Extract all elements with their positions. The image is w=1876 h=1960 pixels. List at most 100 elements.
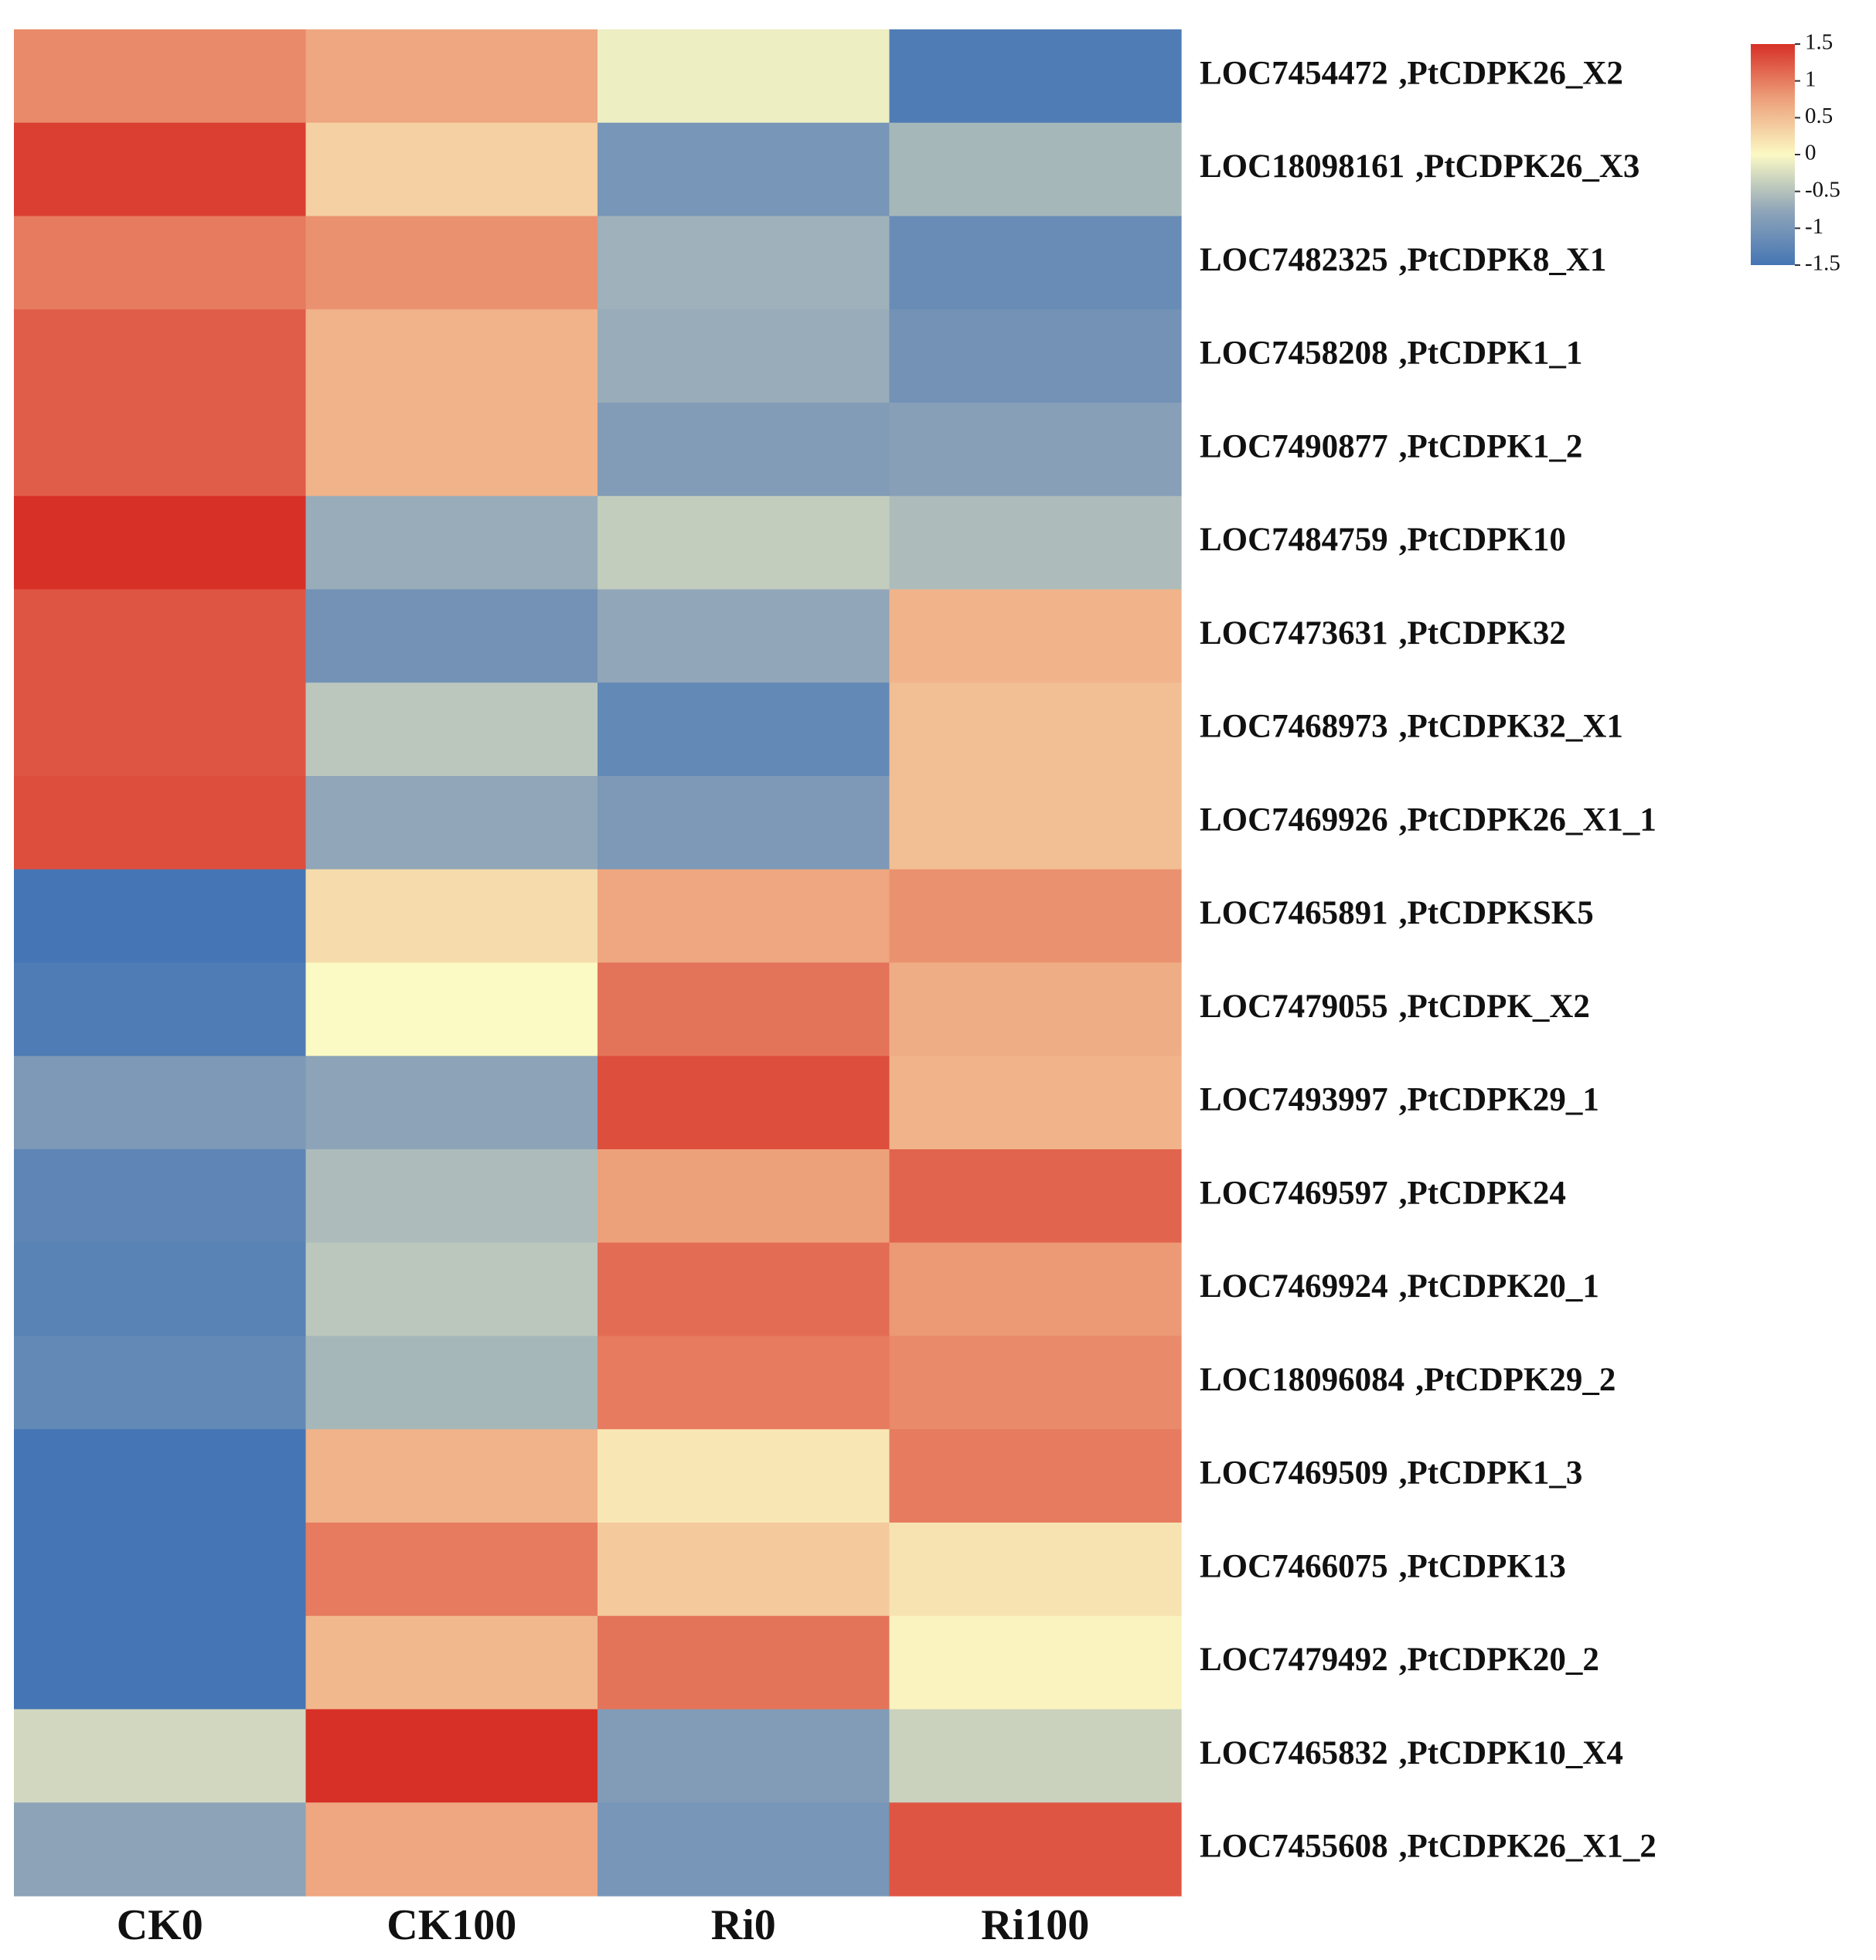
row-label: LOC7490877 ,PtCDPK1_2 — [1200, 428, 1582, 464]
row-label-gene: ,PtCDPK32 — [1399, 615, 1566, 652]
row-label: LOC7484759 ,PtCDPK10 — [1200, 522, 1566, 558]
row-label: LOC7469924 ,PtCDPK20_1 — [1200, 1268, 1599, 1305]
heatmap-cell — [889, 682, 1182, 777]
heatmap-cell — [598, 1615, 890, 1710]
row-label-locus: LOC7469509 — [1200, 1455, 1388, 1492]
column-label: Ri0 — [711, 1901, 776, 1949]
heatmap-cell — [598, 1242, 890, 1337]
row-label-gene: ,PtCDPK24 — [1399, 1175, 1566, 1211]
legend-tick-label: -1.5 — [1805, 251, 1840, 276]
row-label-locus: LOC7465891 — [1200, 895, 1388, 931]
heatmap-cell — [305, 1802, 598, 1897]
heatmap-cell — [305, 1615, 598, 1710]
row-label-gene: ,PtCDPK10_X4 — [1399, 1735, 1623, 1771]
heatmap-cell — [14, 962, 307, 1057]
heatmap-cell — [598, 495, 890, 590]
row-label: LOC18096084 ,PtCDPK29_2 — [1200, 1362, 1616, 1398]
row-label-locus: LOC7473631 — [1200, 615, 1388, 652]
row-label-locus: LOC7482325 — [1200, 242, 1388, 278]
heatmap-cell — [305, 776, 598, 870]
heatmap-cell — [305, 495, 598, 590]
heatmap-cell — [598, 1802, 890, 1897]
heatmap-cell — [889, 1615, 1182, 1710]
row-label: LOC7455608 ,PtCDPK26_X1_2 — [1200, 1829, 1656, 1865]
heatmap-cell — [14, 1709, 307, 1803]
row-label-locus: LOC7484759 — [1200, 522, 1388, 558]
heatmap-cell — [598, 216, 890, 310]
heatmap-cell — [889, 1523, 1182, 1617]
heatmap-cell — [14, 122, 307, 217]
heatmap-cell — [889, 1429, 1182, 1523]
row-labels: LOC7454472 ,PtCDPK26_X2 LOC18098161 ,PtCDPK… — [1200, 55, 1656, 1864]
heatmap-cell — [598, 1429, 890, 1523]
heatmap-cell — [305, 216, 598, 310]
heatmap-cell — [305, 29, 598, 124]
legend-tick-label: 1 — [1805, 66, 1816, 91]
heatmap-cell — [889, 1149, 1182, 1244]
row-label-gene: ,PtCDPK_X2 — [1399, 989, 1590, 1025]
row-label-locus: LOC18098161 — [1200, 148, 1404, 185]
heatmap-cell — [14, 776, 307, 870]
heatmap-cell — [598, 869, 890, 964]
row-label-gene: ,PtCDPK29_1 — [1399, 1082, 1599, 1118]
heatmap-cell — [889, 589, 1182, 683]
row-label: LOC7469926 ,PtCDPK26_X1_1 — [1200, 801, 1656, 838]
heatmap-cell — [598, 682, 890, 777]
heatmap-cell — [598, 29, 890, 124]
row-label-gene: ,PtCDPK8_X1 — [1399, 242, 1607, 278]
heatmap-cell — [14, 1056, 307, 1150]
legend-tick-label: 0 — [1805, 141, 1816, 165]
heatmap-cell — [598, 589, 890, 683]
row-label-gene: ,PtCDPK20_1 — [1399, 1268, 1599, 1305]
heatmap-cell — [14, 1523, 307, 1617]
row-label-gene: ,PtCDPK26_X3 — [1415, 148, 1639, 185]
heatmap-cell — [889, 776, 1182, 870]
row-label-locus: LOC7469924 — [1200, 1268, 1388, 1305]
heatmap-cell — [305, 309, 598, 403]
heatmap-cell — [14, 1149, 307, 1244]
row-label-gene: ,PtCDPK13 — [1399, 1548, 1566, 1584]
column-label: CK100 — [386, 1901, 516, 1949]
heatmap-cell — [305, 589, 598, 683]
heatmap-cell — [305, 1429, 598, 1523]
row-label: LOC7468973 ,PtCDPK32_X1 — [1200, 709, 1623, 745]
row-label: LOC7473631 ,PtCDPK32 — [1200, 615, 1566, 652]
heatmap-cell — [14, 29, 307, 124]
heatmap-cell — [598, 403, 890, 497]
heatmap-cell — [14, 589, 307, 683]
legend-tick-label: 0.5 — [1805, 104, 1833, 128]
heatmap-cell — [889, 962, 1182, 1057]
heatmap-cell — [598, 309, 890, 403]
color-legend: 1.5 1 0.5 0 -0.5 -1 -1.5 — [1751, 30, 1840, 276]
row-label-gene: ,PtCDPK1_1 — [1399, 335, 1583, 372]
row-label-locus: LOC7479055 — [1200, 989, 1388, 1025]
heatmap-cell — [14, 495, 307, 590]
heatmap-cell — [889, 216, 1182, 310]
heatmap-cell — [305, 1242, 598, 1337]
row-label-gene: ,PtCDPK26_X2 — [1399, 55, 1623, 91]
heatmap-cell — [598, 1056, 890, 1150]
column-label: CK0 — [117, 1901, 203, 1949]
row-label-gene: ,PtCDPK26_X1_1 — [1399, 801, 1656, 838]
heatmap-cell — [598, 1149, 890, 1244]
heatmap-cell — [305, 1336, 598, 1430]
row-label-gene: ,PtCDPK1_2 — [1399, 428, 1583, 464]
heatmap-cell — [305, 1709, 598, 1803]
heatmap-cell — [598, 776, 890, 870]
color-legend-bar — [1751, 44, 1795, 265]
row-label-locus: LOC7466075 — [1200, 1548, 1388, 1584]
heatmap-cell — [14, 1615, 307, 1710]
heatmap-cell — [305, 403, 598, 497]
heatmap-cell — [889, 1336, 1182, 1430]
heatmap-cell — [889, 29, 1182, 124]
column-labels: CK0 CK100 Ri0 Ri100 — [117, 1901, 1090, 1949]
heatmap-cell — [14, 1336, 307, 1430]
column-label: Ri100 — [981, 1901, 1089, 1949]
row-label-locus: LOC7490877 — [1200, 428, 1388, 464]
heatmap-cell — [889, 309, 1182, 403]
heatmap-cells — [14, 29, 1182, 1897]
row-label: LOC7466075 ,PtCDPK13 — [1200, 1548, 1566, 1584]
heatmap-cell — [598, 122, 890, 217]
row-label-locus: LOC7479492 — [1200, 1642, 1388, 1678]
